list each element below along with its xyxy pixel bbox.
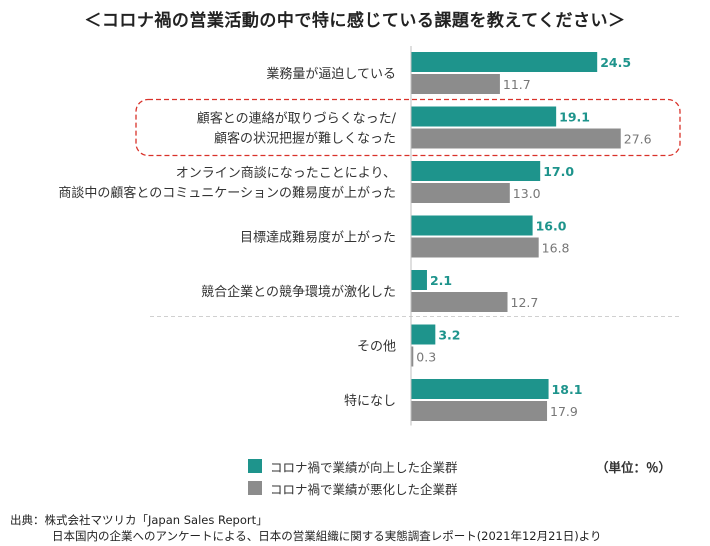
value-label: 0.3 [416,350,436,365]
value-label: 2.1 [430,273,452,288]
value-label: 12.7 [511,295,539,310]
value-label: 16.0 [536,219,567,234]
unit-label: （単位：％） [596,460,672,475]
bar [411,237,539,258]
legend-swatch-worsened [248,481,262,495]
value-label: 27.6 [624,132,652,147]
bar [411,346,414,367]
bar-chart: 業務量が逼迫している 24.5 11.7 顧客との連絡が取りづらくなった/顧客の状況把… [58,46,681,426]
value-label: 24.5 [600,55,631,70]
bar [411,74,500,94]
bar [411,379,549,399]
value-label: 19.1 [559,110,590,125]
category-label: オンライン商談になったことにより、 [176,165,396,181]
legend-label-worsened: コロナ禍で業績が悪化した企業群 [270,481,458,497]
value-label: 13.0 [513,186,541,201]
bar [411,215,533,236]
legend-item-worsened: コロナ禍で業績が悪化した企業群 [248,477,458,499]
bar [411,270,427,290]
source-line-1: 出典：株式会社マツリカ「Japan Sales Report」 [10,513,268,527]
value-label: 11.7 [503,77,531,92]
value-label: 18.1 [552,382,583,397]
category-label: 業務量が逼迫している [266,66,396,82]
bar [411,128,621,149]
category-label: 商談中の顧客とのコミュニケーションの難易度が上がった [58,185,396,201]
bar [411,324,436,345]
bar [411,292,508,312]
category-label: その他 [357,340,396,355]
category-label: 目標達成難易度が上がった [240,230,396,246]
value-label: 17.0 [543,164,574,179]
legend-item-improved: コロナ禍で業績が向上した企業群 [248,455,458,477]
source-note: 出典：株式会社マツリカ「Japan Sales Report」 日本国内の企業へ… [10,512,601,544]
source-line-2: 日本国内の企業へのアンケートによる、日本の営業組織に関する実態調査レポート(20… [52,529,602,543]
legend: コロナ禍で業績が向上した企業群 コロナ禍で業績が悪化した企業群 [248,455,458,499]
bar [411,161,541,181]
bar [411,183,510,203]
chart-title: ＜コロナ禍の営業活動の中で特に感じている課題を教えてください＞ [84,11,626,31]
category-label: 競合企業との競争環境が激化した [201,284,396,300]
category-label: 顧客の状況把握が難しくなった [214,131,396,147]
legend-swatch-improved [248,459,262,473]
value-label: 16.8 [542,241,570,256]
legend-label-improved: コロナ禍で業績が向上した企業群 [270,459,458,475]
value-label: 3.2 [438,328,460,343]
value-label: 17.9 [550,404,578,419]
category-label: 顧客との連絡が取りづらくなった/ [197,111,397,127]
highlight-box [135,98,681,157]
bar [411,52,598,72]
category-label: 特になし [344,394,396,409]
bar [411,401,548,421]
bar [411,106,557,127]
